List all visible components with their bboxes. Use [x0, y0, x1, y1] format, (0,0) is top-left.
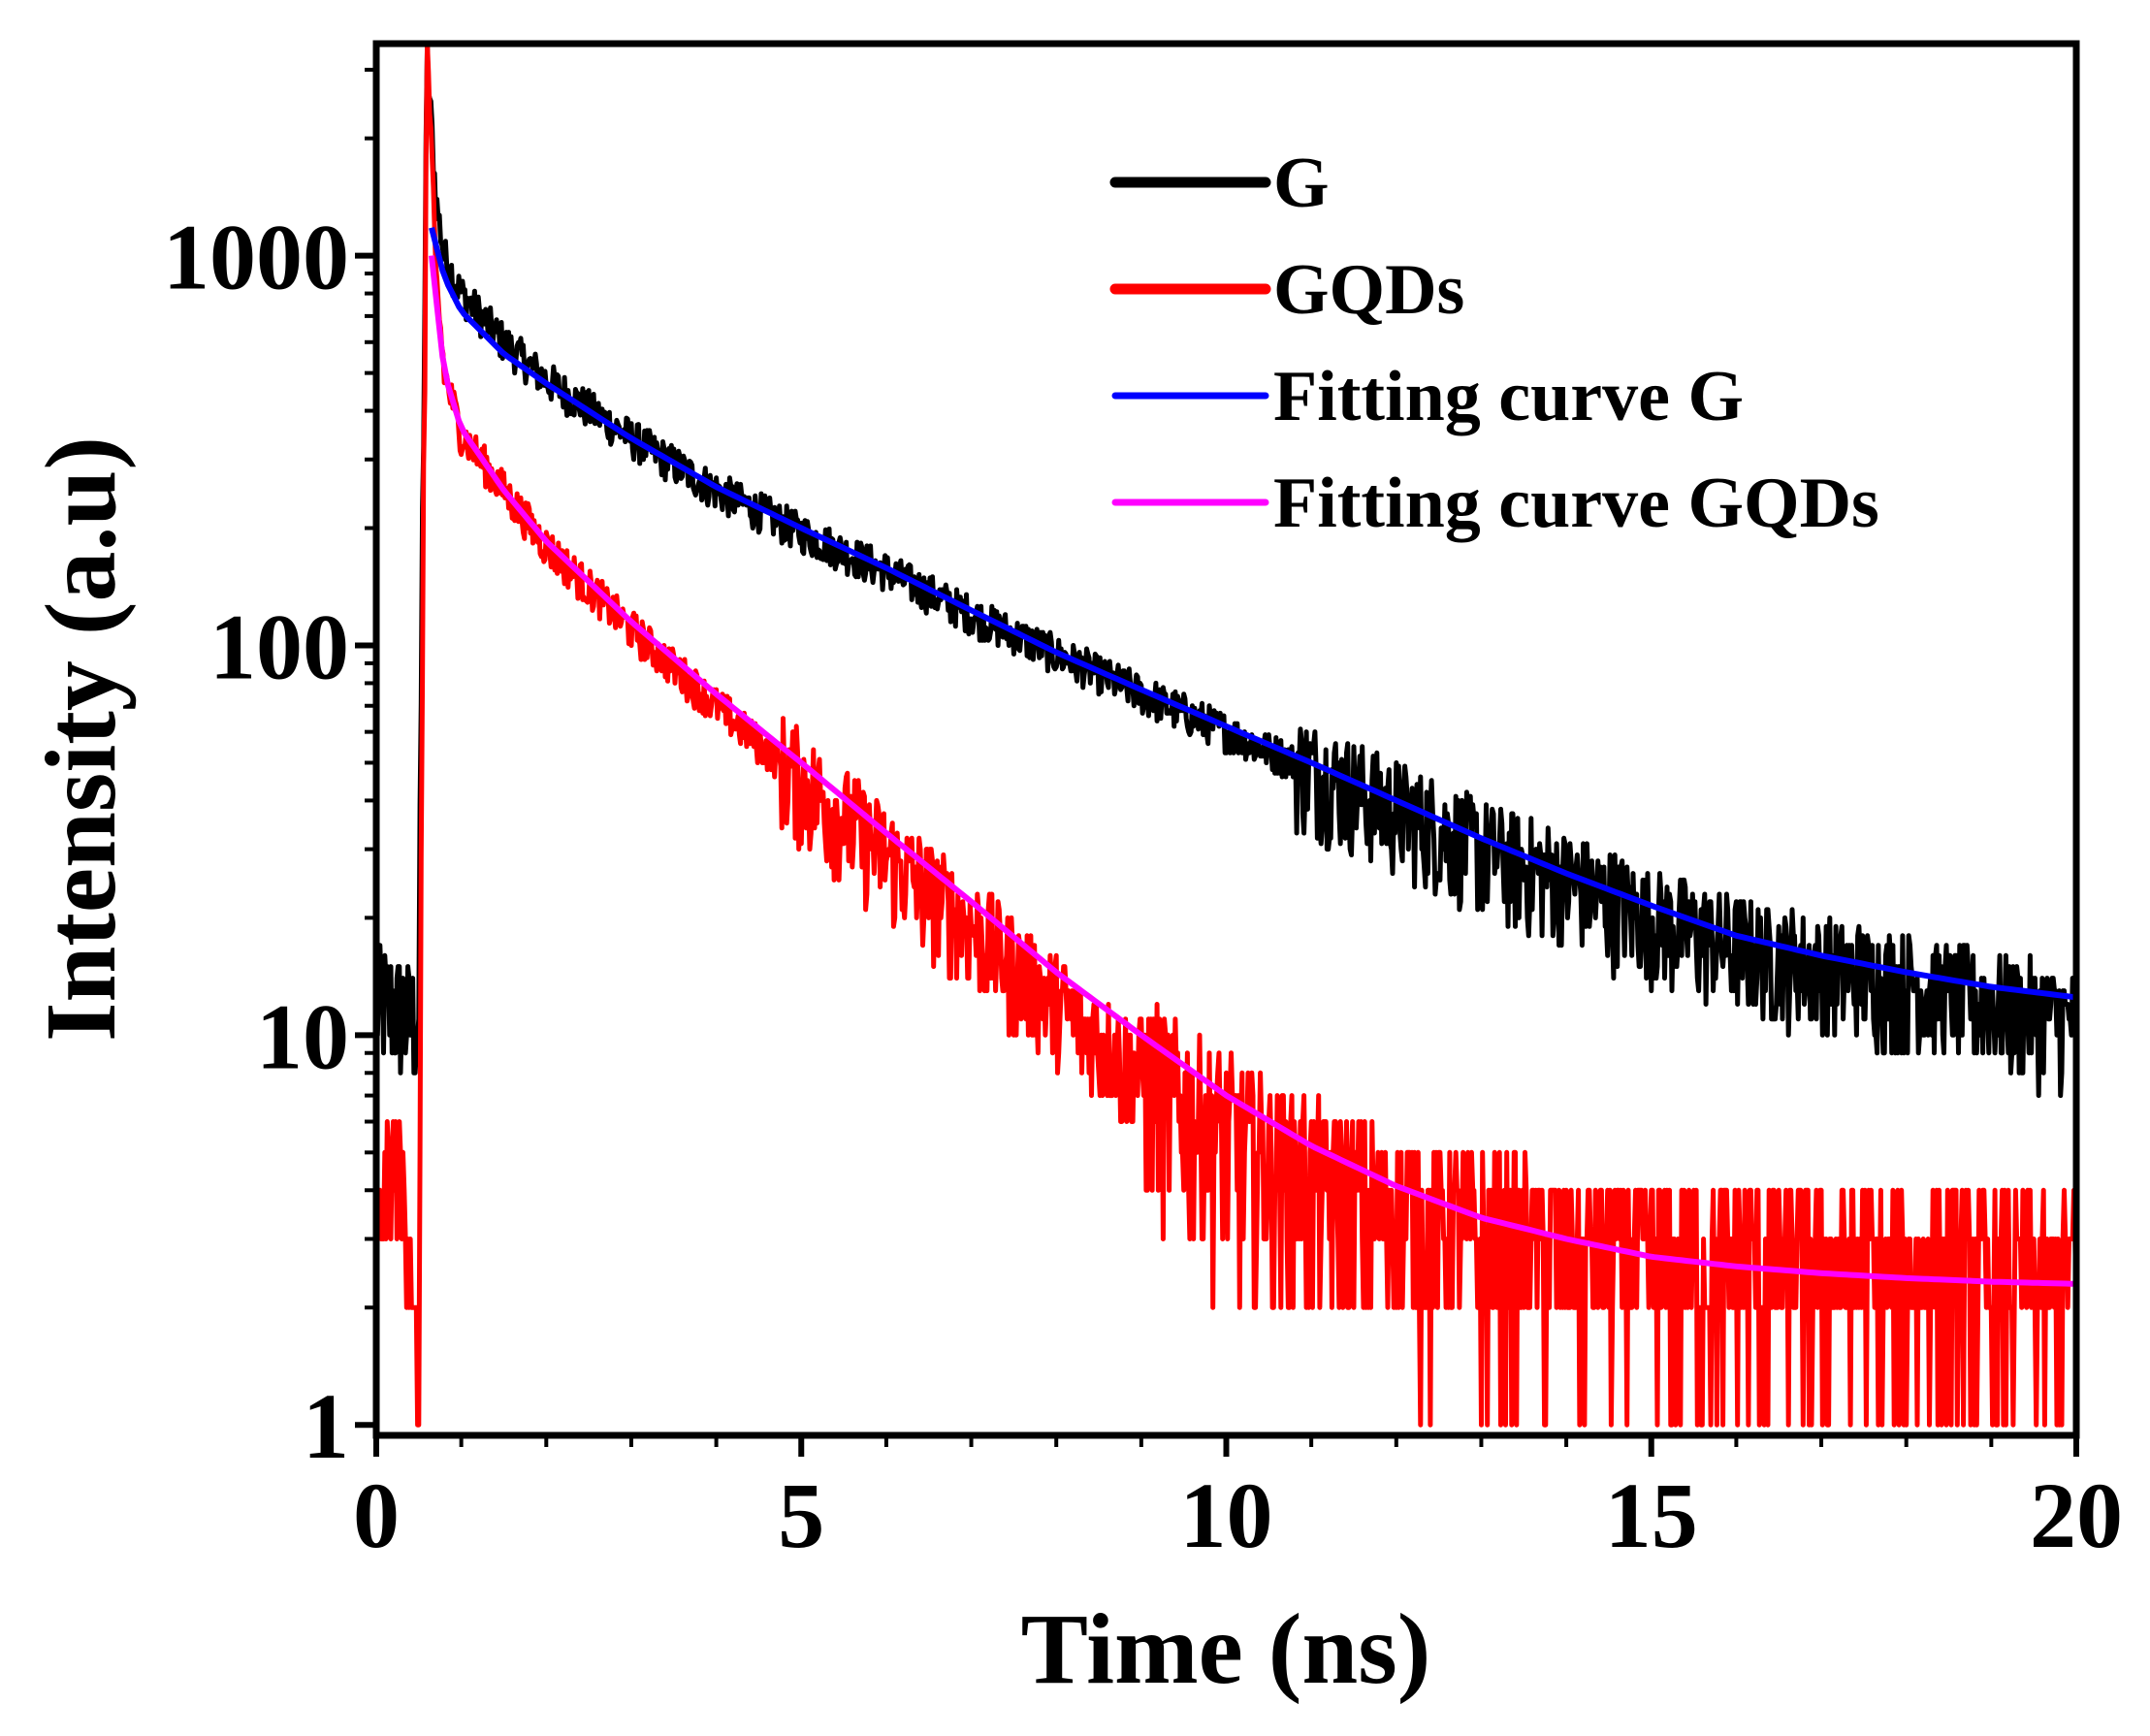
y-axis-title: Intensity (a.u): [25, 436, 137, 1042]
series-line-fitting-curve-gqds: [429, 255, 2077, 1287]
x-tick-label: 10: [1180, 1463, 1273, 1567]
legend: G GQDs Fitting curve G Fitting curve GQDs: [1109, 144, 1879, 543]
y-tick-label: 1000: [163, 206, 349, 309]
x-axis-title: Time (ns): [1021, 1593, 1431, 1705]
legend-label: GQDs: [1273, 250, 1464, 330]
y-ticks: 1 10 100 1000: [163, 67, 376, 1478]
y-tick-label: 1: [303, 1374, 349, 1478]
y-tick-label: 100: [209, 595, 349, 698]
x-ticks: 0 5 10 15 20: [353, 1435, 2123, 1567]
x-tick-label: 5: [778, 1463, 824, 1567]
x-tick-label: 15: [1605, 1463, 1698, 1567]
legend-label: Fitting curve GQDs: [1273, 464, 1879, 543]
series-line-fitting-curve-g: [429, 227, 2077, 1001]
series-layer: [373, 41, 2079, 1428]
y-tick-label: 10: [256, 984, 349, 1088]
x-tick-label: 0: [353, 1463, 400, 1567]
legend-label: Fitting curve G: [1273, 357, 1744, 436]
legend-label: G: [1273, 144, 1330, 223]
x-tick-label: 20: [2030, 1463, 2123, 1567]
series-line-gqds: [373, 41, 2079, 1428]
